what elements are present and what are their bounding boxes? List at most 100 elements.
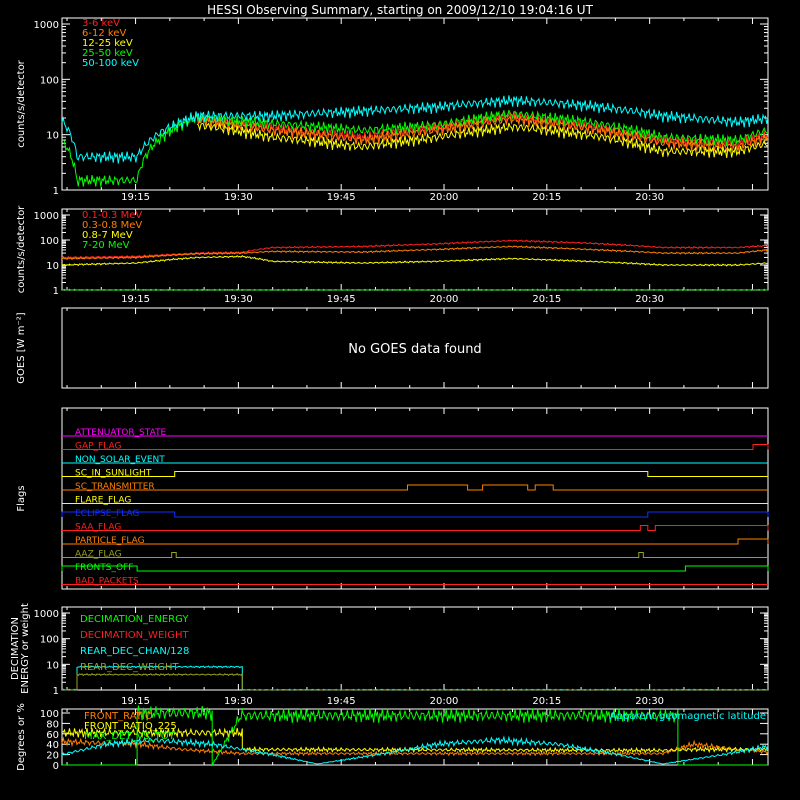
legend-entry: DECIMATION_ENERGY xyxy=(80,614,189,625)
flag-label: GAP_FLAG xyxy=(75,442,121,452)
panel-frame-1 xyxy=(61,17,769,191)
y-tick-label: 10 xyxy=(46,261,59,272)
y-tick-label: 60 xyxy=(46,730,59,741)
flag-line xyxy=(62,471,768,477)
legend-entry: 0.8-7 MeV xyxy=(82,230,133,241)
y-tick-label: 10 xyxy=(46,660,59,671)
series-line xyxy=(61,245,769,260)
x-tick-label: 19:30 xyxy=(224,696,253,707)
x-tick-label: 19:45 xyxy=(327,192,356,203)
series-line xyxy=(196,122,769,158)
x-tick-label: 19:45 xyxy=(327,696,356,707)
legend-entry: FRONT_RATIO xyxy=(84,711,153,722)
x-tick-label: 20:00 xyxy=(430,294,459,305)
y-tick-label: 1000 xyxy=(34,211,59,222)
flag-line xyxy=(62,552,768,558)
x-tick-label: 20:15 xyxy=(532,294,561,305)
y-tick-label: 80 xyxy=(46,719,59,730)
no-data-message: No GOES data found xyxy=(348,342,481,357)
series-line xyxy=(61,735,769,765)
legend-entry: MAX_DET_VS_TOT xyxy=(84,731,176,742)
series-line xyxy=(61,95,769,164)
x-tick-label: 19:30 xyxy=(224,294,253,305)
y-tick-label: 100 xyxy=(40,236,59,247)
series-line xyxy=(61,727,769,754)
legend-entry: 12-25 keV xyxy=(82,38,133,49)
flag-label: PARTICLE_FLAG xyxy=(75,536,145,546)
flag-line xyxy=(62,444,769,450)
x-tick-label: 20:30 xyxy=(635,192,664,203)
flag-label: SAA_FLAG xyxy=(75,523,121,533)
y-axis-label: DECIMATION xyxy=(10,617,21,680)
series-line xyxy=(61,736,769,757)
flag-label: AAZ_FLAG xyxy=(75,550,122,560)
y-tick-label: 1000 xyxy=(34,609,59,620)
x-tick-label: 20:00 xyxy=(430,696,459,707)
flag-label: FRONTS_OFF xyxy=(75,563,133,573)
y-axis-label: Degrees or % xyxy=(16,703,27,771)
y-axis-label: GOES [W m⁻²] xyxy=(16,312,27,383)
flag-label: SC_IN_SUNLIGHT xyxy=(75,469,152,479)
y-tick-label: 100 xyxy=(40,709,59,720)
legend-entry: 3-6 keV xyxy=(82,18,120,29)
panel-frame-6 xyxy=(61,708,769,766)
x-tick-label: 19:15 xyxy=(121,696,150,707)
flag-label: ATTENUATOR_STATE xyxy=(75,428,167,438)
x-tick-label: 20:30 xyxy=(635,696,664,707)
legend-entry: 0.3-0.8 MeV xyxy=(82,220,142,231)
flag-line xyxy=(61,565,769,572)
y-axis-label: ENERGY or weight xyxy=(20,603,31,694)
x-tick-label: 20:00 xyxy=(430,192,459,203)
flag-label: SC_TRANSMITTER xyxy=(75,482,155,492)
y-axis-label: counts/s/detector xyxy=(16,205,27,293)
flag-line xyxy=(62,538,769,545)
figure-title: HESSI Observing Summary, starting on 200… xyxy=(207,3,593,17)
y-axis-label: counts/s/detector xyxy=(16,59,27,147)
series-line xyxy=(61,255,769,267)
y-tick-label: 1 xyxy=(53,286,59,297)
legend-entry: 6-12 keV xyxy=(82,28,126,39)
x-tick-label: 19:15 xyxy=(121,192,150,203)
legend-entry: REAR_DEC_WEIGHT xyxy=(80,662,179,673)
series-line xyxy=(62,705,768,767)
y-tick-label: 100 xyxy=(40,635,59,646)
series-line xyxy=(61,109,769,187)
flag-line xyxy=(62,484,768,491)
y-tick-label: 1 xyxy=(53,186,59,197)
x-tick-label: 20:15 xyxy=(532,192,561,203)
y-tick-label: 20 xyxy=(46,751,59,762)
series-line xyxy=(61,672,768,691)
series-line xyxy=(61,239,769,259)
legend-entry: Apparent geomagnetic latitude xyxy=(610,711,766,722)
series-line xyxy=(61,288,768,291)
series-line xyxy=(196,114,769,153)
x-tick-label: 20:30 xyxy=(635,294,664,305)
legend-entry: 0.1-0.3 MeV xyxy=(82,210,142,221)
legend-entry: 50-100 keV xyxy=(82,58,139,69)
legend-entry: FRONT_RATIO_225 xyxy=(84,721,177,732)
x-tick-label: 19:45 xyxy=(327,294,356,305)
x-tick-label: 19:15 xyxy=(121,294,150,305)
y-tick-label: 0 xyxy=(53,761,59,772)
flag-line xyxy=(61,511,769,518)
flag-label: NON_SOLAR_EVENT xyxy=(75,455,165,465)
y-tick-label: 10 xyxy=(46,131,59,142)
y-axis-label: Flags xyxy=(16,485,27,511)
y-tick-label: 1000 xyxy=(34,20,59,31)
flag-label: BAD_PACKETS xyxy=(75,577,139,587)
flag-label: FLARE_FLAG xyxy=(75,496,131,506)
y-tick-label: 40 xyxy=(46,740,59,751)
y-tick-label: 1 xyxy=(53,686,59,697)
x-tick-label: 19:30 xyxy=(224,192,253,203)
legend-entry: 25-50 keV xyxy=(82,48,133,59)
panel-frame-3 xyxy=(61,307,769,389)
legend-entry: REAR_DEC_CHAN/128 xyxy=(80,646,189,657)
legend-entry: DECIMATION_WEIGHT xyxy=(80,630,189,641)
x-tick-label: 20:15 xyxy=(532,696,561,707)
flag-line xyxy=(62,525,769,531)
y-tick-label: 100 xyxy=(40,75,59,86)
legend-entry: 7-20 MeV xyxy=(82,240,130,251)
panel-frame-4 xyxy=(61,407,769,590)
